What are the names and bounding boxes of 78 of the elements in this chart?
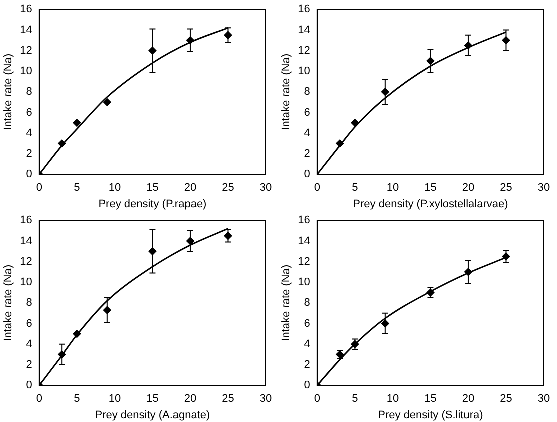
y-tick-label: 4 [304,127,310,140]
y-tick-label: 6 [304,318,310,330]
y-tick-label: 12 [20,256,32,268]
y-tick-label: 0 [304,168,310,181]
x-tick-label: 30 [260,182,272,194]
y-tick-label: 10 [20,276,32,289]
y-tick-label: 8 [26,297,32,310]
y-tick-label: 10 [20,66,32,78]
x-tick-label: 5 [352,182,358,194]
y-axis-title: Intake rate (Na) [280,264,293,342]
y-tick-label: 8 [26,86,32,98]
y-tick-label: 16 [298,214,310,227]
x-tick-label: 0 [314,393,320,406]
y-tick-label: 2 [304,359,310,372]
x-tick-label: 30 [538,182,550,194]
y-tick-label: 8 [304,86,310,98]
x-tick-label: 30 [260,393,272,406]
point [73,119,82,128]
x-tick-label: 15 [424,393,437,406]
x-tick-label: 0 [36,182,42,194]
x-tick-label: 5 [74,182,80,194]
point [73,330,82,338]
y-tick-label: 2 [26,148,32,160]
y-axis-title: Intake rate (Na) [280,54,293,130]
x-tick-label: 10 [386,182,400,194]
x-tick-label: 15 [146,393,159,406]
x-tick-label: 0 [36,393,42,406]
y-tick-label: 12 [298,256,310,268]
x-tick-label: 15 [146,182,159,194]
y-tick-label: 14 [298,24,310,36]
x-tick-label: 25 [222,182,234,194]
x-tick-label: 5 [352,393,358,406]
y-tick-label: 6 [26,106,32,119]
y-tick-label: 2 [304,148,310,160]
x-tick-label: 15 [424,182,437,194]
x-tick-label: 20 [462,393,475,406]
point [351,119,360,128]
y-tick-label: 2 [26,359,32,372]
x-tick-label: 25 [500,393,512,406]
x-tick-label: 20 [184,393,197,406]
x-tick-label: 0 [314,182,320,194]
y-tick-label: 14 [20,235,32,248]
point [336,140,344,148]
y-tick-label: 4 [304,338,310,350]
y-tick-label: 16 [20,4,32,16]
y-tick-label: 0 [26,380,32,392]
x-axis-title: Prey density (P.rapae) [98,198,207,210]
y-tick-label: 14 [20,24,32,36]
x-axis-title: Prey density (A.agnate) [95,409,210,422]
y-tick-label: 16 [298,4,310,16]
x-tick-label: 10 [386,393,400,406]
y-tick-label: 10 [298,276,310,289]
y-tick-label: 4 [26,127,32,140]
x-tick-label: 10 [108,393,122,406]
x-tick-label: 25 [500,182,512,194]
y-tick-label: 16 [20,214,32,227]
y-tick-label: 4 [26,338,32,350]
x-tick-label: 5 [74,393,80,406]
x-tick-label: 30 [538,393,550,406]
point [103,98,112,106]
x-tick-label: 20 [462,182,475,194]
y-tick-label: 12 [298,44,310,57]
y-tick-label: 10 [298,66,310,78]
y-axis-title: Intake rate (Na) [2,54,15,130]
point [58,140,66,148]
x-axis-title: Prey density (S.litura) [378,409,484,422]
y-tick-label: 14 [298,235,310,248]
y-tick-label: 0 [304,380,310,392]
y-tick-label: 12 [20,44,32,57]
y-tick-label: 0 [26,168,32,181]
x-tick-label: 20 [184,182,197,194]
y-tick-label: 8 [304,297,310,310]
y-tick-label: 6 [304,106,310,119]
y-axis-title: Intake rate (Na) [2,264,15,342]
y-tick-label: 6 [26,318,32,330]
x-tick-label: 25 [222,393,234,406]
x-tick-label: 10 [108,182,122,194]
x-axis-title: Prey density (P.xylostellalarvae) [353,198,508,210]
